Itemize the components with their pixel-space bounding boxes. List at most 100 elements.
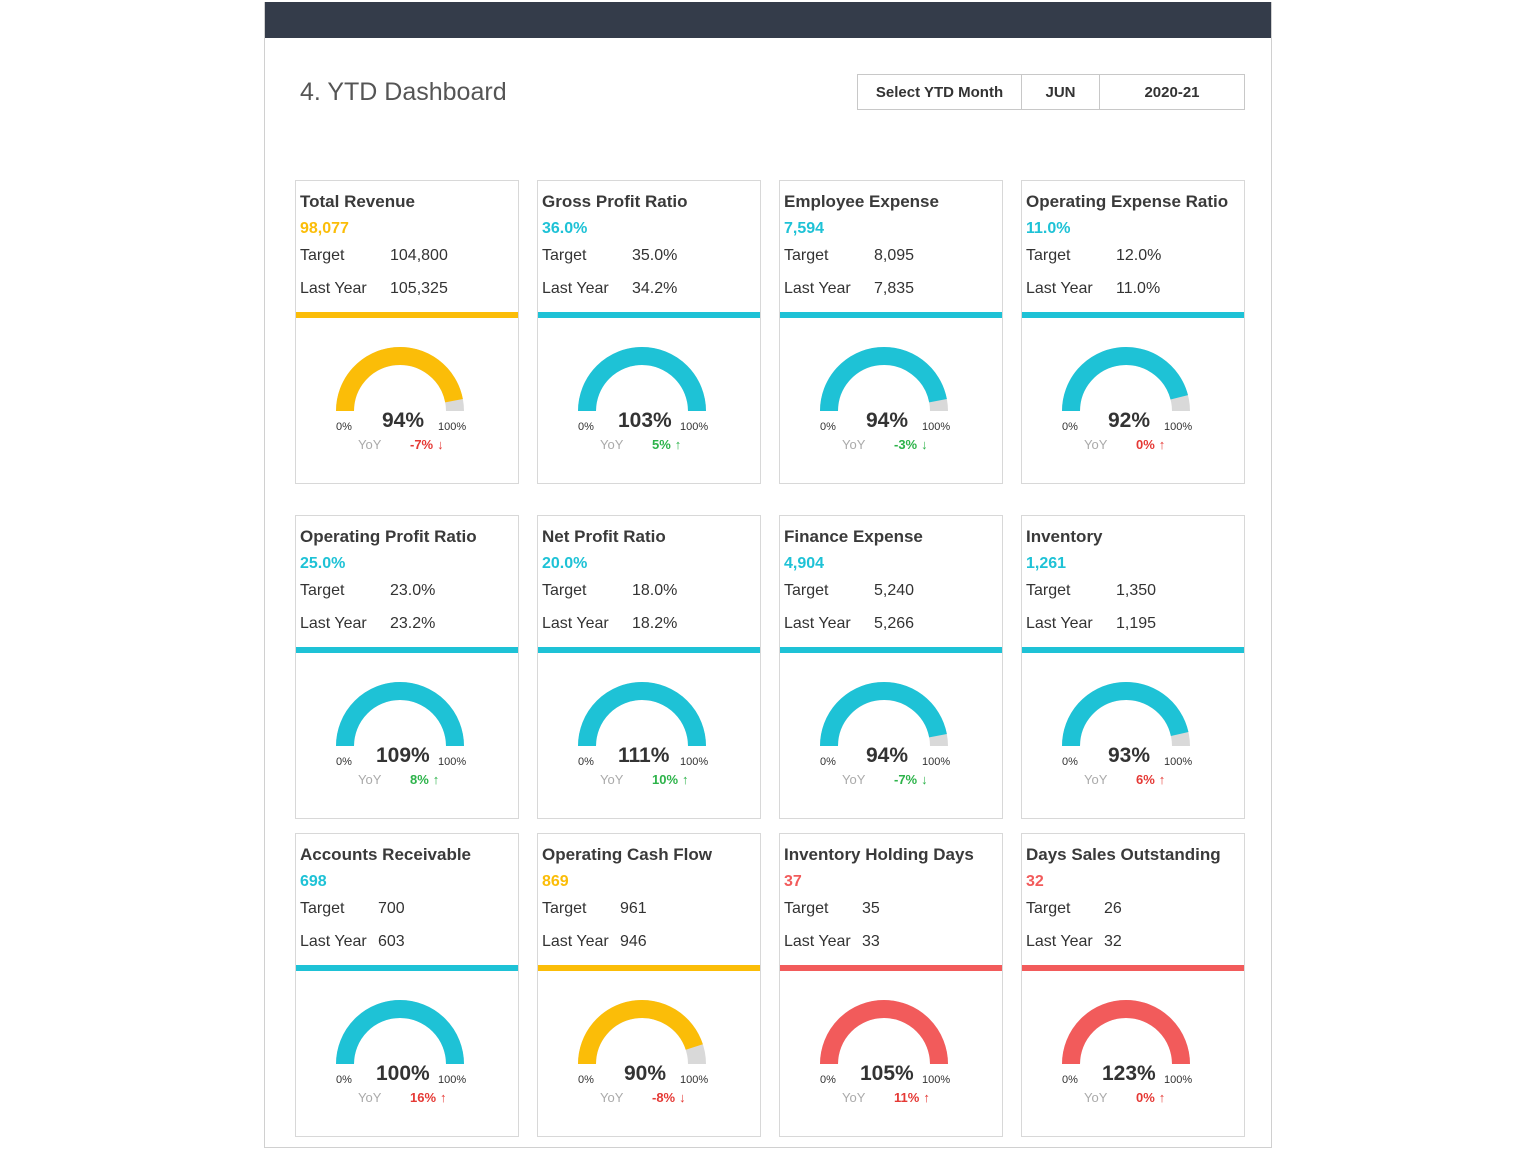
ytd-month-selector: Select YTD Month JUN 2020-21 (857, 74, 1245, 110)
target-row: Target 5,240 (784, 582, 914, 600)
target-label: Target (784, 247, 829, 264)
status-bar (780, 965, 1002, 971)
yoy-label: YoY (842, 772, 866, 787)
arrow-down-icon: ↓ (921, 772, 928, 787)
kpi-name: Employee Expense (784, 192, 939, 211)
kpi-card[interactable]: Net Profit Ratio 20.0% Target 18.0% Last Yea… (537, 515, 761, 819)
gauge-max-label: 100% (922, 421, 951, 433)
kpi-value: 25.0% (300, 555, 346, 572)
last-year-label: Last Year (542, 933, 609, 950)
kpi-card[interactable]: Employee Expense 7,594 Target 8,095 Last Yea… (779, 180, 1003, 484)
last-year-value: 23.2% (390, 615, 436, 632)
yoy-change: -7% ↓ (894, 772, 928, 787)
yoy-value: 11% (894, 1090, 920, 1105)
kpi-card[interactable]: Inventory Holding Days 37 Target 35 Last Yea… (779, 833, 1003, 1137)
yoy-label: YoY (842, 437, 866, 452)
gauge-fill (1062, 682, 1189, 747)
gauge-min-label: 0% (336, 1074, 352, 1086)
last-year-label: Last Year (784, 280, 851, 297)
arrow-up-icon: ↑ (674, 437, 682, 452)
target-value: 12.0% (1116, 247, 1162, 264)
kpi-name: Inventory Holding Days (784, 845, 974, 864)
status-bar (538, 647, 760, 653)
arrow-down-icon: ↓ (679, 1090, 686, 1105)
gauge-percent: 93% (1108, 744, 1151, 767)
gauge-chart (578, 1000, 706, 1065)
last-year-value: 1,195 (1116, 615, 1157, 632)
yoy-value: 6% (1136, 772, 1155, 787)
kpi-name: Inventory (1026, 527, 1103, 546)
yoy-label: YoY (600, 437, 624, 452)
gauge-fill (1062, 347, 1188, 412)
gauge-fill (336, 682, 464, 747)
target-value: 35 (862, 900, 880, 917)
arrow-down-icon: ↓ (921, 437, 928, 452)
kpi-name: Operating Cash Flow (542, 845, 713, 864)
yoy-change: -7% ↓ (410, 437, 444, 452)
gauge-max-label: 100% (922, 1074, 951, 1086)
kpi-name: Accounts Receivable (300, 845, 472, 864)
last-year-value: 34.2% (632, 280, 678, 297)
kpi-card[interactable]: Days Sales Outstanding 32 Target 26 Last Yea… (1021, 833, 1245, 1137)
kpi-card[interactable]: Operating Profit Ratio 25.0% Target 23.0% La… (295, 515, 519, 819)
yoy-change: 0% ↑ (1136, 437, 1165, 452)
last-year-row: Last Year 23.2% (300, 615, 435, 633)
gauge-min-label: 0% (820, 756, 836, 768)
arrow-up-icon: ↑ (1158, 437, 1166, 452)
target-label: Target (300, 900, 345, 917)
status-bar (538, 965, 760, 971)
kpi-card[interactable]: Gross Profit Ratio 36.0% Target 35.0% Last Y… (537, 180, 761, 484)
gauge-chart (578, 347, 706, 412)
status-bar (296, 647, 518, 653)
year-dropdown[interactable]: 2020-21 (1144, 83, 1200, 101)
yoy-value: 5% (652, 437, 671, 452)
gauge-min-label: 0% (578, 421, 594, 433)
last-year-value: 603 (378, 933, 405, 950)
yoy-change: 0% ↑ (1136, 1090, 1165, 1105)
kpi-name: Total Revenue (300, 192, 415, 211)
target-value: 1,350 (1116, 582, 1157, 599)
kpi-card[interactable]: Accounts Receivable 698 Target 700 Last Year… (295, 833, 519, 1137)
last-year-row: Last Year 11.0% (1026, 280, 1160, 298)
gauge-fill (578, 347, 706, 412)
status-bar (780, 647, 1002, 653)
month-dropdown[interactable]: JUN (1022, 75, 1100, 109)
gauge-chart (1062, 1000, 1190, 1065)
gauge-max-label: 100% (438, 756, 467, 768)
target-row: Target 18.0% (542, 582, 677, 600)
last-year-row: Last Year 5,266 (784, 615, 914, 633)
target-row: Target 35 (784, 900, 880, 918)
kpi-card[interactable]: Inventory 1,261 Target 1,350 Last Year 1,195 0… (1021, 515, 1245, 819)
yoy-label: YoY (600, 1090, 624, 1105)
kpi-name: Days Sales Outstanding (1026, 845, 1221, 864)
last-year-value: 946 (620, 933, 647, 950)
yoy-label: YoY (1084, 1090, 1108, 1105)
target-label: Target (542, 900, 587, 917)
last-year-value: 5,266 (874, 615, 915, 632)
gauge-percent: 94% (866, 409, 909, 432)
kpi-card[interactable]: Operating Expense Ratio 11.0% Target 12.0% L… (1021, 180, 1245, 484)
status-bar (1022, 312, 1244, 318)
target-value: 5,240 (874, 582, 915, 599)
gauge-min-label: 0% (336, 756, 352, 768)
kpi-card[interactable]: Operating Cash Flow 869 Target 961 Last Year… (537, 833, 761, 1137)
status-bar (296, 965, 518, 971)
target-value: 23.0% (390, 582, 436, 599)
kpi-card[interactable]: Total Revenue 98,077 Target 104,800 Last Yea… (295, 180, 519, 484)
target-label: Target (300, 247, 345, 264)
yoy-label: YoY (1084, 772, 1108, 787)
last-year-label: Last Year (1026, 615, 1093, 632)
arrow-up-icon: ↑ (682, 772, 689, 787)
last-year-label: Last Year (300, 280, 367, 297)
kpi-value: 11.0% (1026, 220, 1071, 237)
last-year-row: Last Year 34.2% (542, 280, 677, 298)
gauge-chart (820, 682, 948, 747)
gauge-min-label: 0% (336, 421, 352, 433)
target-value: 104,800 (390, 247, 448, 264)
target-row: Target 26 (1026, 900, 1122, 918)
yoy-change: 11% ↑ (894, 1090, 930, 1105)
arrow-up-icon: ↑ (440, 1090, 447, 1105)
kpi-card[interactable]: Finance Expense 4,904 Target 5,240 Last Year… (779, 515, 1003, 819)
arrow-up-icon: ↑ (923, 1090, 930, 1105)
last-year-row: Last Year 603 (300, 933, 405, 951)
